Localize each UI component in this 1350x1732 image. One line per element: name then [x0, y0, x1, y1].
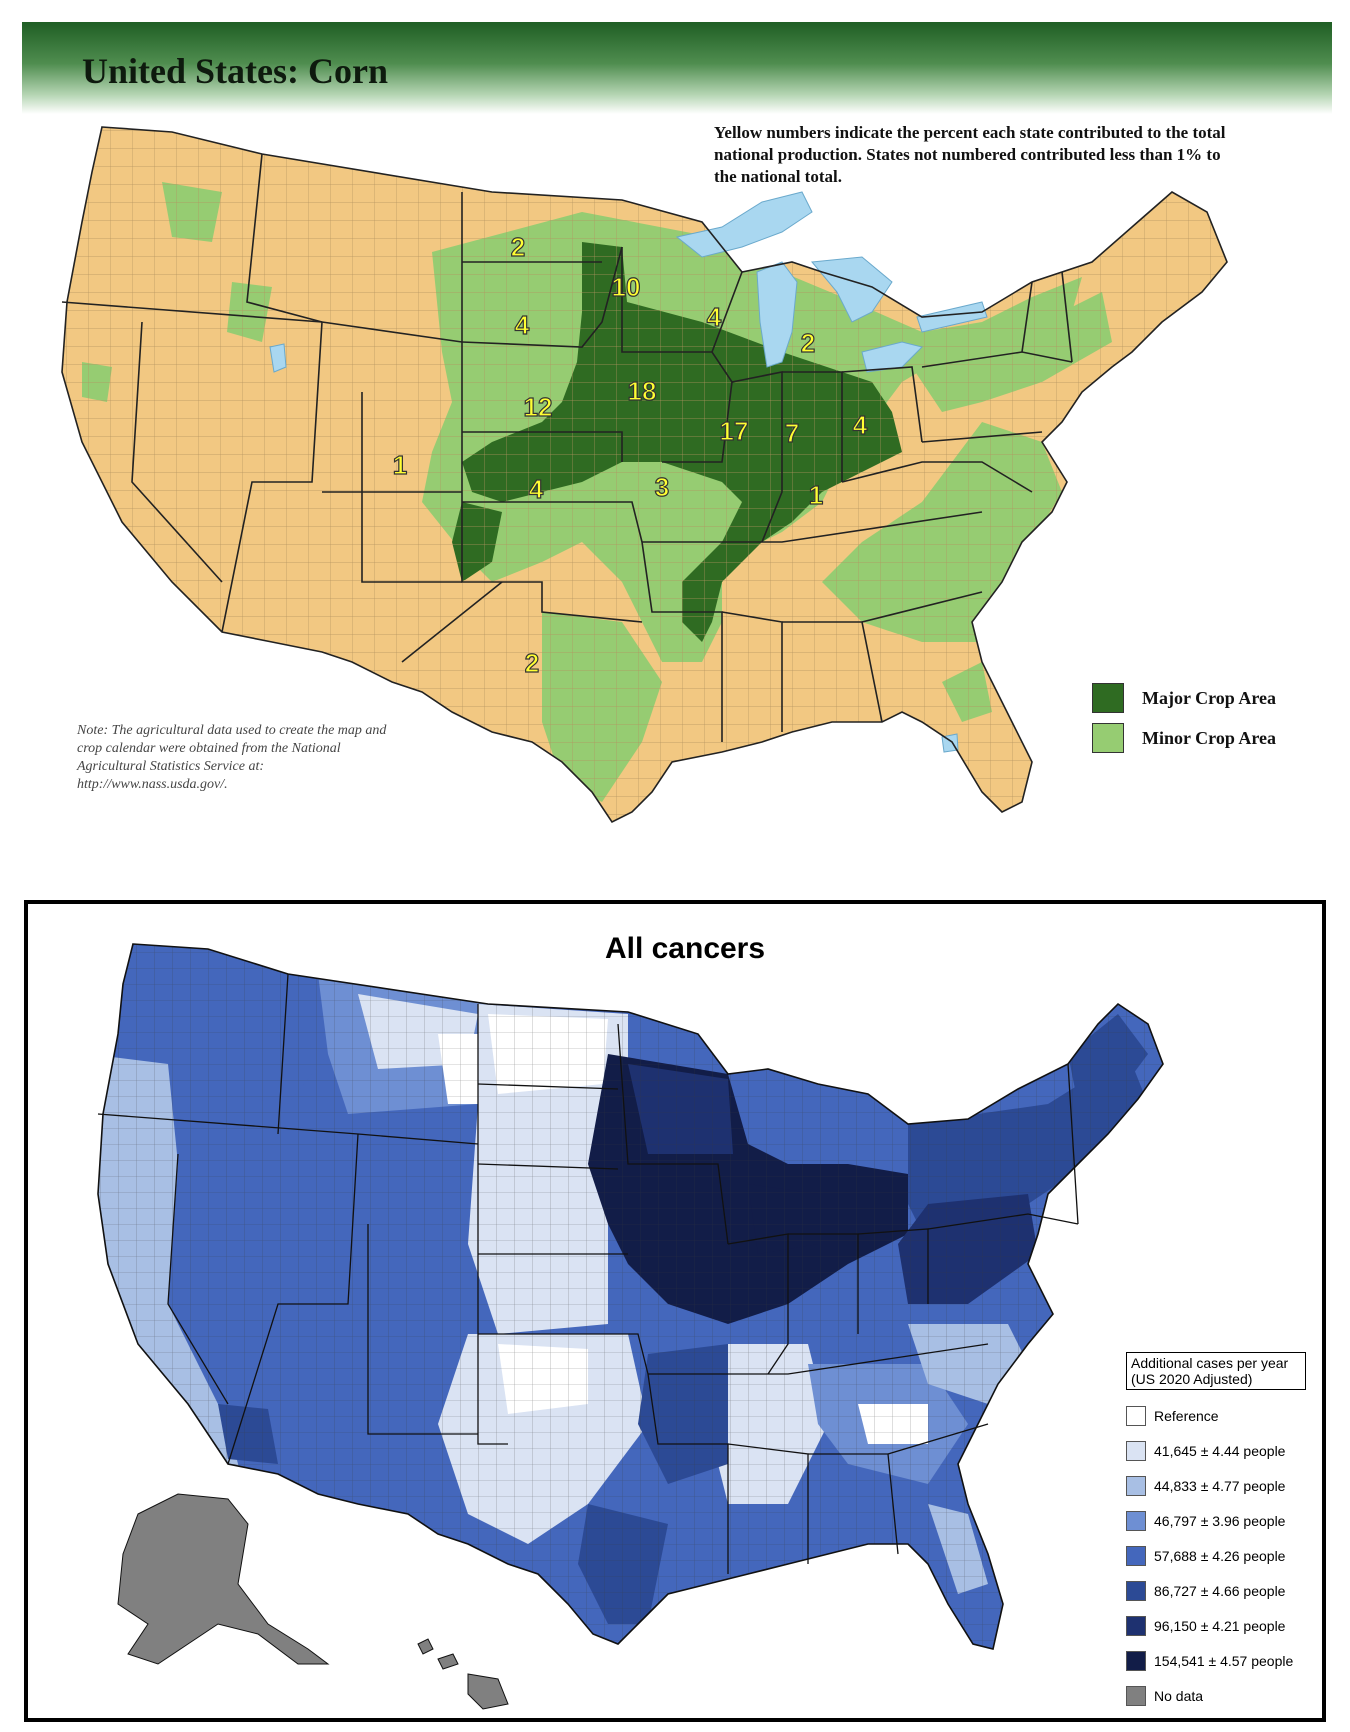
legend-swatch	[1092, 683, 1124, 713]
corn-map-panel: United States: Corn	[22, 22, 1332, 877]
corn-state-percent-labels: 2 10 4 4 2 18 12 17 7 4 1 4 3 1 2	[392, 231, 868, 678]
legend-swatch	[1126, 1616, 1146, 1636]
cancer-legend-item: 46,797 ± 3.96 people	[1126, 1509, 1306, 1533]
corn-map-header: United States: Corn	[22, 22, 1332, 114]
legend-label: 46,797 ± 3.96 people	[1154, 1513, 1286, 1529]
legend-label: Minor Crop Area	[1142, 727, 1276, 748]
cancer-legend-item: Reference	[1126, 1404, 1306, 1428]
cancer-legend-item: 41,645 ± 4.44 people	[1126, 1439, 1306, 1463]
percent-indiana: 7	[785, 418, 799, 448]
percent-ohio: 4	[853, 410, 868, 440]
cancer-legend-item: 44,833 ± 4.77 people	[1126, 1474, 1306, 1498]
legend-swatch	[1126, 1651, 1146, 1671]
cancer-legend-title-line2: (US 2020 Adjusted)	[1131, 1371, 1253, 1387]
cancer-map-title: All cancers	[604, 932, 766, 965]
cancer-map-state-borders	[97, 973, 1079, 1574]
legend-label: Major Crop Area	[1142, 687, 1276, 708]
percent-wisconsin: 4	[707, 302, 722, 332]
legend-label: No data	[1154, 1688, 1204, 1704]
percent-kansas: 4	[529, 474, 544, 504]
percent-michigan: 2	[801, 328, 815, 358]
corn-map-note: Yellow numbers indicate the percent each…	[714, 123, 1226, 186]
legend-label: 154,541 ± 4.57 people	[1154, 1653, 1294, 1669]
legend-swatch	[1126, 1441, 1146, 1461]
legend-swatch	[1126, 1581, 1146, 1601]
percent-north-dakota: 2	[511, 232, 525, 262]
corn-map-water	[269, 191, 988, 753]
cancer-map	[97, 943, 1164, 1710]
legend-label: 57,688 ± 4.26 people	[1154, 1548, 1286, 1564]
cancer-legend-item: 57,688 ± 4.26 people	[1126, 1544, 1306, 1568]
legend-swatch	[1092, 723, 1124, 753]
legend-swatch	[1126, 1511, 1146, 1531]
corn-map-legend: Major Crop Area Minor Crop Area	[1092, 682, 1276, 762]
legend-label: 41,645 ± 4.44 people	[1154, 1443, 1286, 1459]
cancer-legend-title: Additional cases per year (US 2020 Adjus…	[1126, 1352, 1306, 1390]
legend-swatch	[1126, 1476, 1146, 1496]
cancer-map-panel: All cancers	[24, 900, 1326, 1722]
cancer-legend-item: 96,150 ± 4.21 people	[1126, 1614, 1306, 1638]
percent-illinois: 17	[720, 416, 749, 446]
legend-swatch	[1126, 1686, 1146, 1706]
legend-label: Reference	[1154, 1408, 1219, 1424]
legend-major-crop: Major Crop Area	[1092, 682, 1276, 714]
percent-south-dakota: 4	[515, 310, 530, 340]
corn-map: 2 10 4 4 2 18 12 17 7 4 1 4 3 1 2	[61, 126, 1228, 823]
percent-texas: 2	[525, 648, 539, 678]
percent-kentucky: 1	[809, 480, 823, 510]
cancer-legend-item: 86,727 ± 4.66 people	[1126, 1579, 1306, 1603]
legend-label: 96,150 ± 4.21 people	[1154, 1618, 1286, 1634]
cancer-legend-item: No data	[1126, 1684, 1306, 1708]
legend-swatch	[1126, 1406, 1146, 1426]
cancer-legend-item: 154,541 ± 4.57 people	[1126, 1649, 1306, 1673]
percent-missouri: 3	[655, 472, 669, 502]
percent-colorado: 1	[393, 450, 407, 480]
legend-label: 44,833 ± 4.77 people	[1154, 1478, 1286, 1494]
percent-minnesota: 10	[612, 272, 641, 302]
corn-map-title: United States: Corn	[82, 51, 388, 91]
cancer-legend-title-line1: Additional cases per year	[1131, 1355, 1289, 1371]
alaska-hawaii-insets	[117, 1493, 509, 1710]
legend-minor-crop: Minor Crop Area	[1092, 722, 1276, 754]
percent-iowa: 18	[628, 376, 657, 406]
corn-map-source-note: Note: The agricultural data used to crea…	[77, 723, 387, 792]
legend-label: 86,727 ± 4.66 people	[1154, 1583, 1286, 1599]
legend-swatch	[1126, 1546, 1146, 1566]
cancer-map-legend: Additional cases per year (US 2020 Adjus…	[1126, 1352, 1306, 1719]
corn-map-state-borders	[61, 126, 1228, 823]
percent-nebraska: 12	[524, 392, 553, 422]
